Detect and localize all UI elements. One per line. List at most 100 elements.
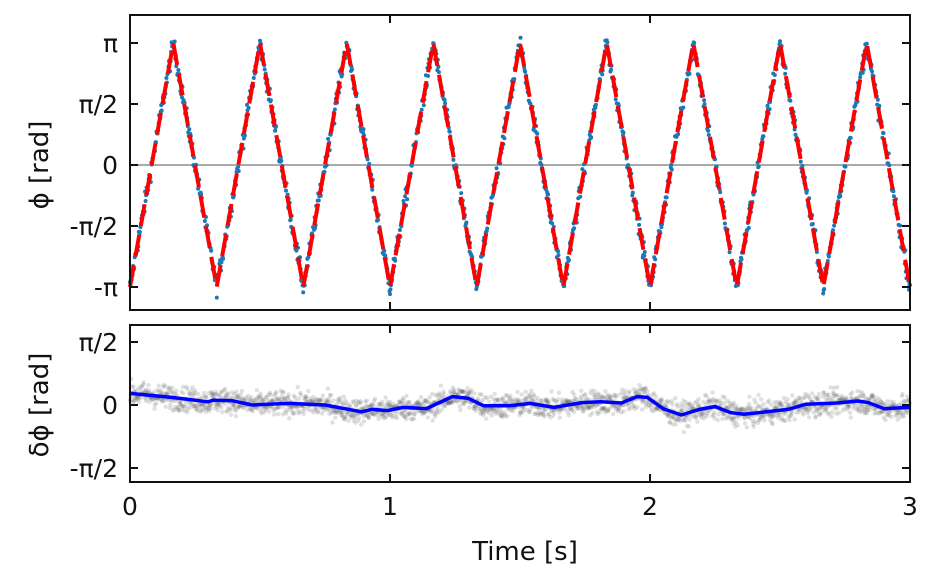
residual-point — [429, 408, 434, 413]
residual-point — [134, 388, 139, 393]
residual-point — [744, 425, 750, 430]
residual-point — [566, 413, 572, 418]
residual-point — [669, 398, 675, 404]
residual-point — [285, 407, 290, 413]
residual-point — [158, 397, 163, 402]
residual-point — [603, 389, 608, 394]
residual-point — [232, 392, 237, 397]
residual-point — [319, 397, 324, 402]
residual-point — [288, 404, 293, 409]
data-point — [609, 67, 613, 72]
residual-point — [208, 406, 213, 411]
residual-point — [286, 404, 291, 409]
residual-point — [379, 399, 385, 404]
x-tick-label: 0 — [122, 492, 138, 521]
residual-point — [275, 405, 280, 410]
residual-point — [351, 400, 356, 405]
residual-point — [756, 392, 761, 398]
residual-point — [365, 404, 371, 409]
residual-point — [324, 400, 329, 405]
data-point — [566, 258, 571, 262]
residual-point — [517, 409, 523, 415]
residual-point — [627, 389, 632, 394]
data-point — [793, 132, 798, 137]
residual-point — [444, 401, 449, 406]
residual-point — [602, 407, 607, 413]
residual-point — [533, 411, 538, 416]
residual-point — [215, 401, 220, 407]
residual-point — [499, 410, 504, 415]
residual-point — [263, 395, 269, 400]
residual-point — [415, 400, 421, 405]
data-point — [783, 71, 788, 76]
data-point — [692, 41, 697, 45]
residual-point — [546, 412, 551, 417]
residual-point — [162, 398, 167, 403]
residual-point — [592, 388, 597, 394]
residual-point — [325, 386, 330, 391]
residual-point — [504, 393, 510, 398]
residual-point — [483, 395, 488, 400]
residual-point — [603, 406, 608, 411]
residual-point — [367, 403, 372, 409]
residual-point — [585, 396, 590, 401]
residual-point — [387, 402, 392, 407]
residual-point — [372, 396, 378, 401]
residual-point — [271, 397, 276, 403]
residual-point — [221, 388, 227, 393]
residual-point — [409, 410, 414, 416]
residual-point — [341, 401, 346, 406]
residual-point — [687, 417, 692, 422]
residual-point — [600, 395, 606, 400]
residual-point — [583, 392, 588, 397]
residual-point — [505, 407, 511, 412]
residual-point — [259, 411, 264, 416]
residual-point — [639, 386, 644, 391]
data-point — [681, 105, 686, 110]
residual-point — [497, 410, 502, 415]
residual-point — [181, 384, 186, 390]
residual-point — [146, 388, 152, 393]
residual-point — [318, 406, 323, 411]
residual-point — [185, 387, 190, 392]
residual-point — [143, 396, 148, 401]
residual-point — [435, 405, 440, 411]
residual-point — [270, 398, 275, 403]
residual-point — [361, 413, 366, 419]
residual-point — [541, 398, 547, 403]
data-point — [642, 253, 647, 258]
residual-point — [412, 412, 417, 417]
residual-point — [563, 407, 568, 412]
residual-point — [570, 389, 575, 395]
residual-point — [418, 401, 423, 407]
residual-point — [588, 413, 593, 418]
residual-point — [758, 397, 764, 402]
data-point — [174, 64, 179, 69]
residual-point — [180, 404, 185, 409]
residual-point — [261, 398, 266, 403]
residual-point — [571, 409, 577, 415]
residual-point — [451, 398, 456, 404]
residual-point — [683, 415, 688, 420]
data-point — [236, 169, 241, 174]
residual-point — [457, 398, 462, 403]
residual-point — [485, 408, 491, 413]
data-point — [365, 157, 370, 162]
residual-point — [528, 395, 534, 400]
residual-point — [480, 409, 485, 414]
residual-point — [407, 400, 412, 405]
residual-point — [518, 410, 524, 415]
residual-point — [283, 411, 289, 416]
data-point — [600, 72, 605, 77]
residual-point — [323, 398, 329, 403]
residual-point — [257, 396, 263, 401]
data-point — [459, 191, 464, 196]
residual-point — [263, 408, 268, 413]
residual-point — [338, 399, 344, 404]
data-point — [772, 73, 777, 77]
residual-point — [237, 404, 242, 410]
residual-point — [331, 398, 336, 403]
residual-point — [428, 409, 433, 414]
residual-point — [523, 389, 528, 394]
residual-point — [559, 400, 564, 405]
